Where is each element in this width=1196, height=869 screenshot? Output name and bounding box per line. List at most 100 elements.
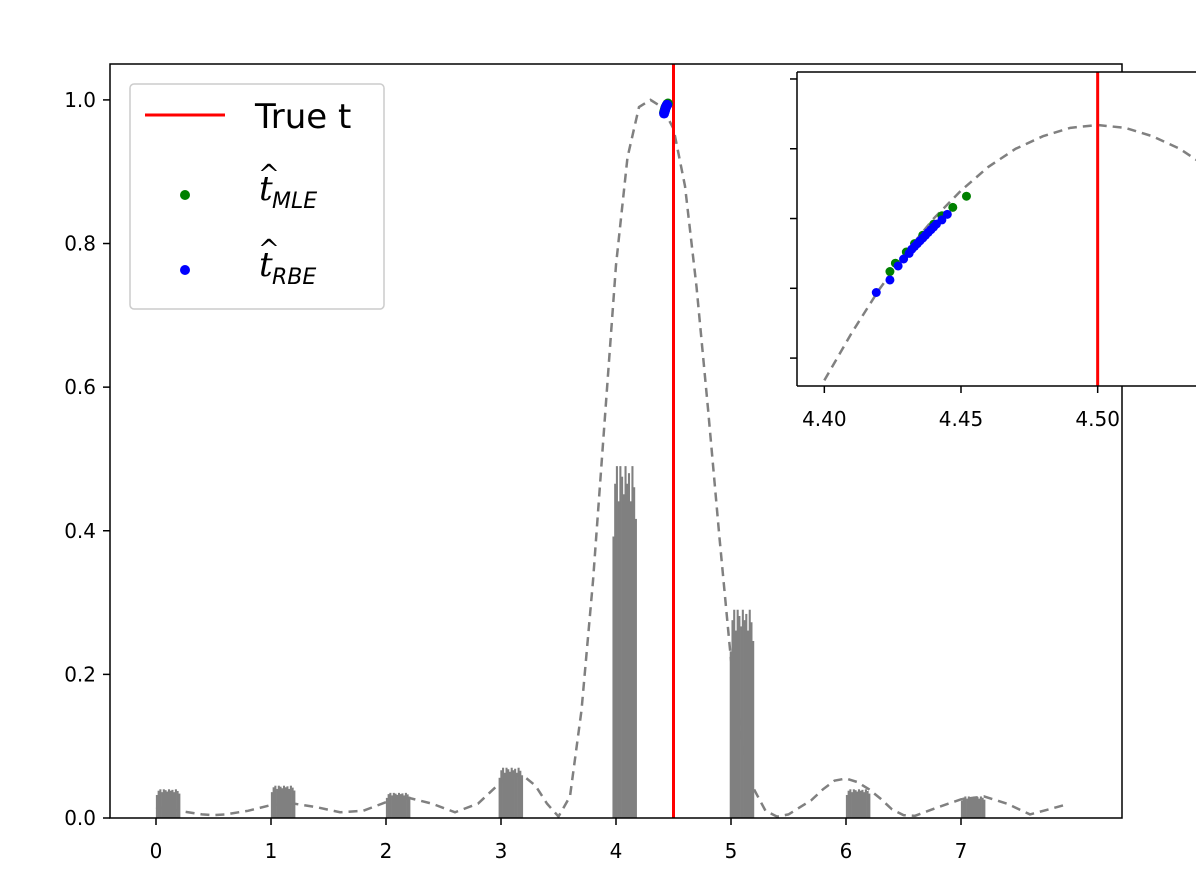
inset-mle-point <box>885 267 895 277</box>
histogram-bar <box>166 791 169 818</box>
legend-mle-swatch <box>180 190 190 200</box>
histogram-bar <box>517 767 520 818</box>
inset-x-tick-label: 4.50 <box>1075 407 1120 431</box>
histogram-bar <box>868 793 871 818</box>
histogram-bar <box>731 620 734 818</box>
histogram-bar <box>512 770 515 818</box>
x-axis-ticks: 0 1 2 3 4 5 6 7 <box>150 818 967 863</box>
histogram-bar <box>507 769 510 818</box>
legend-rbe-swatch <box>180 265 190 275</box>
legend-rbe-hat: ^ <box>258 235 280 265</box>
histogram-bar <box>624 466 627 818</box>
histogram-bar <box>397 792 401 818</box>
x-tick-label: 5 <box>725 839 738 863</box>
inset-rbe-point <box>942 209 952 219</box>
histogram-bar <box>864 789 867 818</box>
histogram-bar <box>974 797 977 818</box>
histogram-bar <box>159 789 162 818</box>
histogram-bar <box>976 796 979 818</box>
inset-rbe-point <box>893 261 903 271</box>
histogram-bar <box>514 768 517 818</box>
y-tick-label: 0.6 <box>64 375 96 399</box>
y-tick-label: 0.4 <box>64 519 96 543</box>
x-tick-label: 4 <box>610 839 623 863</box>
histogram-bar <box>272 787 275 818</box>
main-plot-area: 0 1 2 3 4 5 6 7 0.0 0.2 0.4 0.6 0.8 1.0 <box>64 63 1123 863</box>
histogram-bar <box>391 795 394 818</box>
histogram-bar <box>519 770 522 818</box>
inset-zoom-plot: 4.40 4.45 4.50 <box>790 71 1196 431</box>
histogram-bar <box>857 789 861 818</box>
histogram-bar <box>859 790 862 818</box>
histogram-bar <box>164 790 167 818</box>
histogram-bar <box>401 793 404 818</box>
histogram-bar <box>856 791 859 818</box>
histogram-bar <box>274 785 277 818</box>
density-curve <box>155 98 1065 818</box>
histogram-bar <box>626 483 629 818</box>
histogram-bar <box>167 789 171 818</box>
inset-rbe-point <box>899 254 909 264</box>
histogram-bar <box>743 620 746 818</box>
histogram-bar <box>279 786 282 818</box>
legend-mle-label: t <box>259 169 273 209</box>
histogram-bar <box>863 792 866 818</box>
histogram-bar <box>394 793 397 818</box>
inset-rbe-point <box>871 288 881 297</box>
histogram-bar <box>289 785 292 818</box>
histogram-bar <box>176 791 179 818</box>
histogram-bar <box>960 800 963 818</box>
histogram-bar <box>614 483 617 818</box>
histogram-bar <box>162 789 165 818</box>
histogram-bar <box>854 790 857 818</box>
histogram-bar <box>174 789 177 818</box>
histogram-bar <box>385 797 388 818</box>
inset-mle-point <box>961 191 971 201</box>
histogram-bar <box>752 640 755 818</box>
histogram-bar <box>502 767 505 818</box>
y-tick-label: 0.8 <box>64 232 96 256</box>
histogram-bar <box>983 799 986 818</box>
histogram-bar <box>178 793 181 818</box>
histogram-bar <box>288 788 291 818</box>
histogram-bar <box>399 794 402 818</box>
histogram-bar <box>629 501 632 818</box>
histogram-bar <box>392 792 395 818</box>
histogram-bar <box>169 790 172 818</box>
x-tick-label: 6 <box>840 839 853 863</box>
histogram-bar <box>500 770 503 818</box>
histogram-bar <box>964 796 967 818</box>
inset-x-axis-ticks: 4.40 4.45 4.50 <box>802 386 1120 431</box>
histogram-bar <box>406 794 409 818</box>
histogram-bar <box>270 792 273 818</box>
histogram-bar <box>845 795 848 818</box>
histogram-bar <box>615 466 618 818</box>
x-tick-label: 0 <box>150 839 163 863</box>
histogram-bar <box>978 798 981 818</box>
histogram-bar <box>508 771 512 818</box>
y-tick-label: 1.0 <box>64 88 96 112</box>
histogram-bar <box>736 609 739 818</box>
histogram-bar <box>286 786 289 818</box>
histogram-bar <box>852 789 855 818</box>
histogram-bar <box>510 767 513 818</box>
legend-mle-hat: ^ <box>258 160 280 190</box>
x-tick-label: 2 <box>380 839 393 863</box>
inset-rbe-point <box>937 215 947 225</box>
histogram-bars <box>155 466 986 818</box>
histogram-bar <box>847 790 850 818</box>
inset-y-axis-ticks <box>790 78 797 359</box>
legend-mle-subscript: MLE <box>272 189 317 214</box>
histogram-bar <box>617 501 620 818</box>
legend-box <box>129 83 385 310</box>
histogram-bar <box>748 609 751 818</box>
inset-background <box>797 72 1196 386</box>
histogram-bar <box>396 794 399 818</box>
histogram-bar <box>733 609 736 818</box>
histogram-bar <box>173 792 176 818</box>
histogram-bar <box>387 794 390 818</box>
histogram-bar <box>849 789 852 818</box>
histogram-bar <box>740 626 743 818</box>
histogram-bar <box>967 796 970 818</box>
